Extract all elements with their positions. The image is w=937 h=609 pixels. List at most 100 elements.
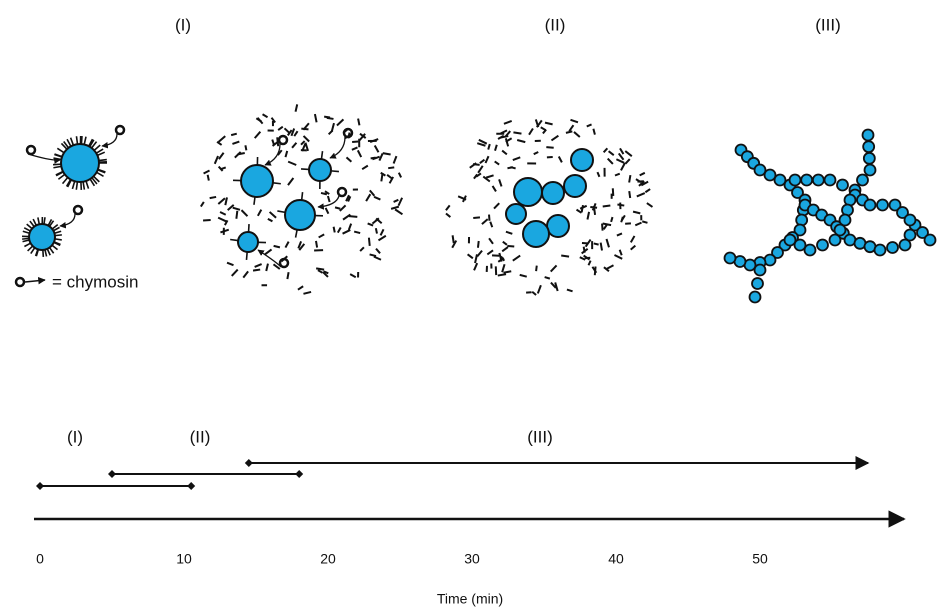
peptide-fragment <box>369 189 376 197</box>
peptide-fragment <box>544 276 551 280</box>
peptide-fragment <box>253 131 262 139</box>
kappa-casein-hair <box>24 242 31 248</box>
kappa-casein-hair <box>65 179 72 187</box>
peptide-fragment <box>644 188 651 194</box>
peptide-fragment <box>617 152 625 161</box>
stage-label: (III) <box>815 15 841 34</box>
peptide-fragment <box>507 244 515 248</box>
peptide-fragment <box>315 267 325 271</box>
peptide-fragment <box>358 133 366 142</box>
kappa-casein-hair <box>80 136 83 145</box>
peptide-fragment <box>462 195 467 203</box>
peptide-fragment <box>614 254 623 260</box>
peptide-fragment <box>320 191 328 196</box>
peptide-fragment <box>336 118 345 127</box>
peptide-fragment <box>546 146 554 149</box>
phase-label: (III) <box>527 427 553 446</box>
peptide-fragment <box>466 253 474 260</box>
peptide-fragment <box>380 172 384 182</box>
peptide-fragment <box>512 156 521 161</box>
kappa-casein-hair <box>27 245 34 252</box>
peptide-fragment <box>301 143 307 152</box>
peptide-fragment <box>535 265 538 272</box>
peptide-fragment <box>244 145 248 151</box>
kappa-casein-hair <box>22 230 30 235</box>
peptide-fragment <box>287 160 297 166</box>
peptide-fragment <box>581 248 589 255</box>
chymosin <box>342 127 354 139</box>
peptide-fragment <box>265 263 269 272</box>
peptide-fragment <box>386 173 393 180</box>
peptide-fragment <box>224 197 228 206</box>
peptide-fragment <box>513 131 522 135</box>
chymosin-arrow <box>27 153 61 164</box>
kappa-casein-hair <box>51 224 59 230</box>
kappa-casein-hair <box>61 176 69 185</box>
casein-micelle <box>284 199 316 231</box>
peptide-fragment <box>235 210 239 219</box>
peptide-fragment <box>347 223 353 231</box>
peptide-fragment <box>317 269 324 274</box>
aggregated-micelle <box>863 198 877 212</box>
casein-micelle <box>513 177 543 207</box>
peptide-fragment <box>326 116 334 120</box>
kappa-casein-hair <box>48 220 55 227</box>
aggregated-micelle <box>828 233 842 247</box>
peptide-fragment <box>489 221 494 228</box>
phase-label: (I) <box>67 427 83 446</box>
kappa-casein-hair <box>89 139 95 148</box>
peptide-fragment <box>624 158 631 165</box>
peptide-fragment <box>445 204 451 211</box>
peptide-fragment <box>287 177 295 186</box>
peptide-fragment <box>497 273 507 277</box>
kappa-casein-hair <box>89 178 96 187</box>
peptide-fragment <box>220 166 227 171</box>
peptide-fragment <box>284 241 290 249</box>
peptide-fragment <box>504 130 511 138</box>
peptide-fragment <box>503 120 513 125</box>
aggregated-micelle <box>791 186 804 199</box>
peptide-fragment <box>494 144 498 152</box>
peptide-fragment <box>599 242 603 251</box>
aggregated-micelle <box>903 213 917 227</box>
peptide-fragment <box>359 246 365 252</box>
chymosin <box>277 134 289 146</box>
aggregated-micelle <box>873 243 887 257</box>
peptide-fragment <box>367 222 374 227</box>
kappa-casein-hair <box>96 171 104 177</box>
peptide-fragment <box>377 234 387 242</box>
aggregated-micelle <box>896 206 909 219</box>
aggregated-micelle <box>788 173 802 187</box>
phase-label: (II) <box>190 427 211 446</box>
peptide-fragment <box>501 246 509 253</box>
casein-micelle <box>505 203 527 225</box>
peptide-fragment <box>264 248 273 256</box>
peptide-fragment <box>593 266 597 276</box>
peptide-fragment <box>629 235 636 243</box>
peptide-fragment <box>478 138 488 145</box>
peptide-fragment <box>519 273 528 278</box>
casein-micelle <box>541 181 565 205</box>
kappa-casein-hair <box>56 147 65 154</box>
peptide-fragment <box>592 205 597 216</box>
peptide-fragment <box>374 227 378 234</box>
peptide-fragment <box>373 195 381 201</box>
chymosin <box>72 204 84 216</box>
kappa-casein-hair <box>75 136 79 145</box>
kappa-casein-hair <box>34 249 39 257</box>
peptide-fragment <box>324 207 330 215</box>
peptide-fragment <box>356 149 363 158</box>
kappa-casein-hair <box>32 218 37 226</box>
peptide-fragment <box>332 226 336 233</box>
aggregated-micelle <box>838 213 852 227</box>
peptide-fragment <box>390 205 400 210</box>
peptide-fragment <box>351 146 358 151</box>
peptide-fragment <box>486 249 494 256</box>
peptide-fragment <box>606 157 614 165</box>
peptide-fragment <box>318 233 325 239</box>
peptide-fragment <box>608 150 615 156</box>
peptide-fragment <box>291 142 298 149</box>
peptide-fragment <box>273 244 281 249</box>
peptide-fragment <box>516 139 526 144</box>
